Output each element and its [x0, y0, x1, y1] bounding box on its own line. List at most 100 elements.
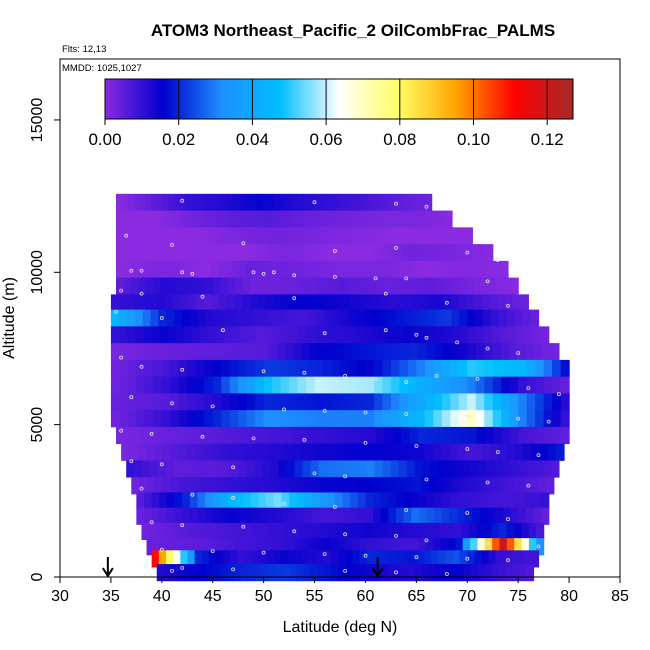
heatmap-cell: [264, 277, 274, 295]
heatmap-cell: [477, 564, 486, 582]
heatmap-cell: [459, 326, 469, 344]
heatmap-cell: [174, 260, 182, 279]
heatmap-cell: [203, 443, 212, 461]
heatmap-cell: [110, 393, 120, 411]
colorbar-swatch: [553, 79, 556, 119]
heatmap-cell: [313, 326, 323, 344]
heatmap-cell: [492, 393, 502, 411]
heatmap-cell: [338, 564, 346, 582]
sample-point: [180, 523, 185, 528]
heatmap-cell: [234, 244, 243, 262]
heatmap-cell: [277, 309, 286, 327]
heatmap-cell: [266, 507, 275, 525]
heatmap-cell: [319, 294, 328, 312]
heatmap-cell: [255, 244, 264, 262]
heatmap-cell: [375, 443, 385, 461]
heatmap-cell: [340, 393, 350, 411]
colorbar-swatch: [290, 79, 293, 119]
colorbar-swatch: [321, 79, 324, 119]
heatmap-cell: [272, 393, 282, 411]
colorbar-swatch: [333, 79, 336, 119]
heatmap-cell: [365, 393, 375, 411]
colorbar-swatch: [196, 79, 200, 119]
colorbar-swatch: [105, 79, 108, 119]
heatmap-cell: [466, 550, 475, 568]
colorbar-swatch: [374, 79, 377, 119]
sample-point: [506, 517, 510, 521]
heatmap-cell: [214, 227, 223, 245]
colorbar-swatch: [526, 79, 529, 119]
heatmap-cell: [156, 564, 165, 582]
heatmap-cell: [396, 492, 405, 510]
colorbar-swatch: [331, 79, 334, 119]
heatmap-cell: [289, 359, 299, 378]
heatmap-cell: [512, 294, 522, 312]
sample-point: [506, 303, 510, 308]
heatmap-cell: [526, 564, 535, 582]
colorbar-swatch: [524, 79, 527, 119]
heatmap-cell: [174, 426, 184, 445]
heatmap-cell: [263, 359, 273, 378]
heatmap-cell: [500, 343, 510, 361]
heatmap-cell: [394, 522, 403, 541]
heatmap-cell: [435, 260, 444, 279]
heatmap-cell: [215, 193, 222, 211]
sample-point: [444, 572, 449, 576]
heatmap-cell: [272, 410, 282, 428]
y-tick-label: 5000: [29, 407, 46, 443]
heatmap-cell: [379, 227, 388, 245]
colorbar-swatch: [294, 79, 297, 119]
heatmap-cell: [266, 492, 275, 510]
x-tick-label: 85: [611, 588, 629, 605]
heatmap-cell: [497, 294, 506, 312]
heatmap-cell: [197, 492, 206, 510]
heatmap-cell: [440, 443, 450, 461]
heatmap-cell: [135, 326, 144, 344]
colorbar-swatch: [354, 79, 358, 119]
heatmap-cell: [526, 359, 536, 378]
heatmap-cell: [428, 477, 438, 495]
heatmap-cell: [346, 210, 354, 228]
sample-point: [124, 233, 129, 238]
heatmap-cell: [485, 426, 495, 445]
heatmap-cell: [212, 359, 222, 378]
heatmap-cell: [433, 376, 443, 394]
heatmap-cell: [360, 244, 368, 262]
heatmap-cell: [323, 393, 333, 411]
heatmap-cell: [201, 477, 211, 495]
heatmap-cell: [326, 460, 336, 478]
heatmap-cell: [426, 343, 436, 361]
heatmap-cell: [458, 359, 468, 378]
heatmap-cell: [406, 460, 416, 478]
x-tick-label: 55: [306, 588, 324, 605]
heatmap-cell: [312, 522, 321, 541]
heatmap-cell: [373, 507, 382, 525]
colorbar-swatch: [364, 79, 367, 119]
heatmap-cell: [350, 294, 359, 312]
heatmap-cell: [127, 393, 137, 411]
sample-point: [516, 351, 521, 355]
heatmap-cell: [233, 564, 242, 582]
heatmap-cell: [162, 443, 171, 461]
heatmap-cell: [436, 244, 445, 262]
heatmap-cell: [465, 227, 473, 245]
heatmap-cell: [358, 477, 367, 495]
heatmap-cell: [116, 244, 124, 262]
heatmap-cell: [521, 522, 530, 541]
heatmap-cell: [475, 477, 484, 495]
heatmap-cell: [234, 227, 242, 245]
heatmap-cell: [330, 550, 339, 568]
colorbar-tick-label: 0.04: [236, 130, 269, 149]
heatmap-cell: [273, 507, 283, 525]
heatmap-cell: [198, 309, 207, 327]
heatmap-cell: [293, 443, 303, 461]
heatmap-cell: [273, 550, 282, 568]
heatmap-cell: [489, 294, 499, 312]
sample-point: [414, 555, 419, 560]
heatmap-cell: [183, 538, 192, 556]
sample-point: [424, 204, 429, 209]
heatmap-cell: [426, 507, 435, 525]
colorbar-swatch: [181, 79, 184, 119]
heatmap-cell: [431, 550, 439, 568]
heatmap-cell: [323, 410, 333, 428]
